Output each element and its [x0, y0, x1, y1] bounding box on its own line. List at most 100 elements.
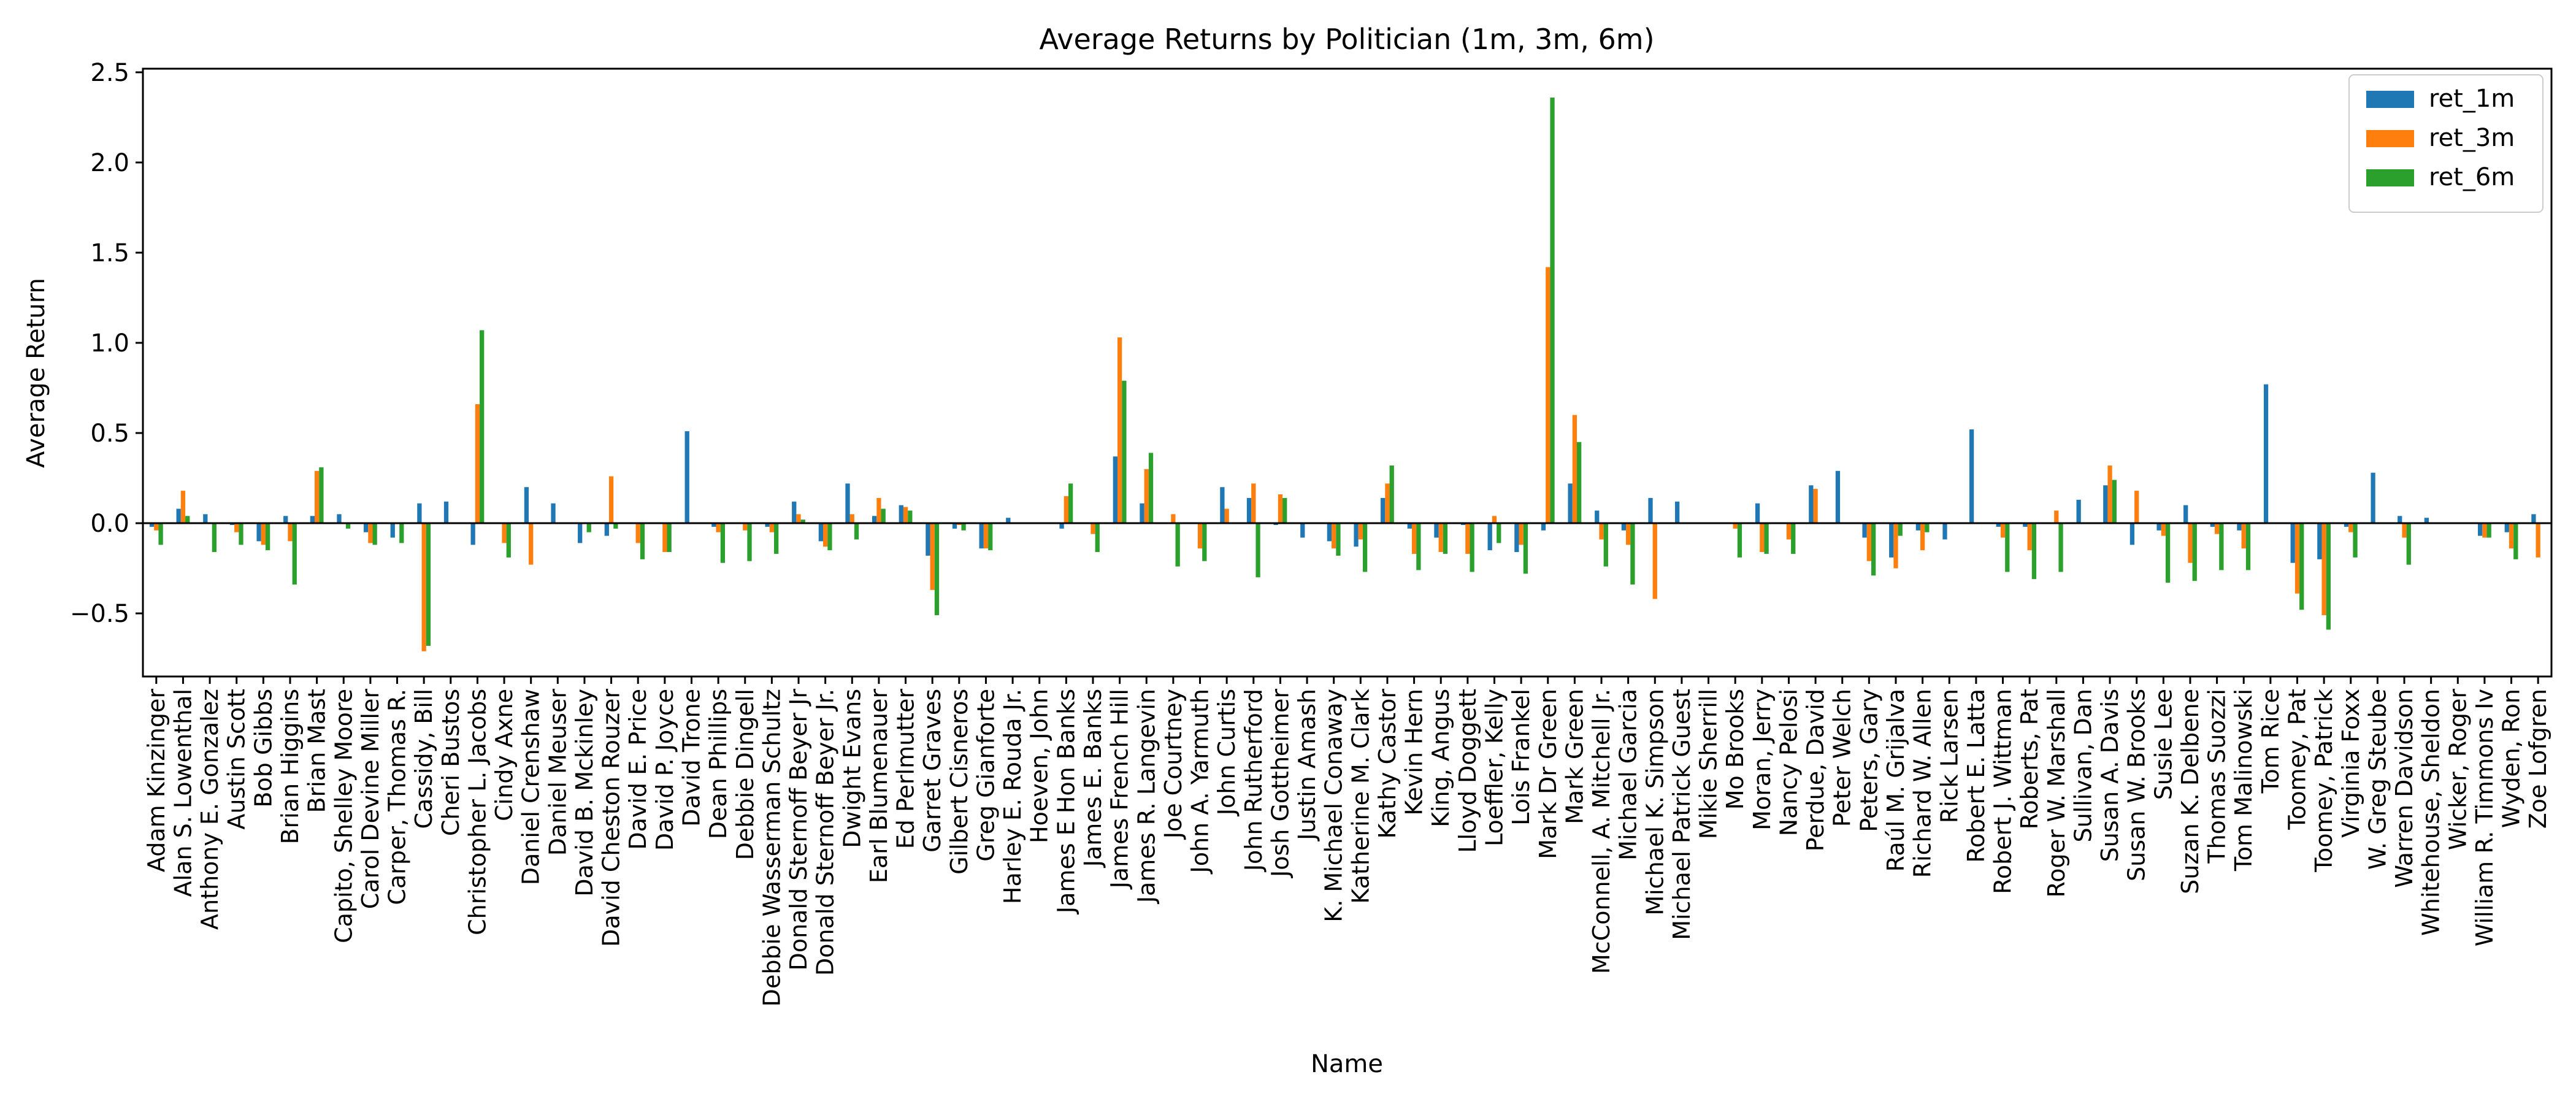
bar-ret_6m — [2326, 523, 2331, 630]
bar-ret_6m — [2192, 523, 2197, 581]
bar-ret_3m — [823, 523, 828, 547]
bar-ret_3m — [1652, 523, 1657, 599]
bar-ret_1m — [979, 523, 984, 549]
bar-ret_3m — [421, 523, 426, 651]
x-tick-label: Bob Gibbs — [250, 689, 277, 808]
bar-ret_1m — [2076, 499, 2081, 524]
bar-ret_1m — [845, 483, 850, 524]
bar-ret_1m — [818, 523, 824, 542]
bar-ret_6m — [265, 523, 270, 551]
x-tick-label: Mikie Sherrill — [1695, 689, 1722, 839]
bar-ret_6m — [2165, 523, 2171, 583]
x-tick-label: W. Greg Steube — [2364, 689, 2391, 870]
bar-ret_6m — [506, 523, 511, 558]
x-tick-label: Moran, Jerry — [1749, 689, 1776, 830]
bar-ret_3m — [2241, 523, 2246, 549]
bar-ret_3m — [234, 523, 239, 532]
bar-ret_1m — [2263, 384, 2269, 524]
x-tick-label: Tom Malinowski — [2230, 689, 2257, 872]
bar-ret_3m — [2134, 491, 2139, 524]
x-tick-label: Raúl M. Grijalva — [1882, 689, 1909, 872]
bar-ret_3m — [1278, 494, 1283, 524]
x-tick-label: Brian Higgins — [277, 689, 304, 845]
x-tick-label: David B. Mckinley — [571, 689, 598, 897]
bar-ret_6m — [2005, 523, 2010, 572]
y-tick-label: −0.5 — [70, 600, 129, 628]
bar-ret_6m — [426, 523, 431, 646]
x-tick-label: Greg Gianforte — [972, 689, 999, 862]
bar-ret_6m — [2299, 523, 2304, 610]
bar-ret_3m — [2321, 523, 2326, 616]
x-tick-label: Daniel Meuser — [544, 689, 571, 856]
x-tick-label: Katherine M. Clark — [1347, 689, 1374, 904]
bar-ret_3m — [1385, 483, 1390, 524]
bar-ret_6m — [2031, 523, 2037, 580]
bar-ret_6m — [1122, 380, 1127, 524]
bar-ret_1m — [1381, 497, 1386, 524]
x-tick-label: Nancy Pelosi — [1775, 689, 1802, 836]
bar-ret_1m — [1327, 523, 1332, 542]
bar-ret_1m — [2531, 514, 2536, 524]
bar-ret_1m — [2398, 516, 2402, 524]
bar-ret_3m — [2188, 523, 2193, 563]
x-tick-label: Mo Brooks — [1722, 689, 1749, 810]
bar-ret_1m — [1220, 487, 1225, 524]
bar-ret_6m — [345, 523, 351, 529]
bar-ret_1m — [390, 523, 395, 538]
bar-ret_6m — [908, 510, 913, 524]
x-tick-label: Roger W. Marshall — [2043, 689, 2070, 898]
bar-ret_3m — [903, 507, 908, 524]
bar-ret_6m — [1148, 453, 1154, 524]
bar-ret_6m — [212, 523, 217, 553]
y-tick-label: 1.0 — [90, 329, 129, 358]
bar-ret_6m — [934, 523, 940, 616]
bar-ret_1m — [2183, 505, 2188, 524]
bar-ret_1m — [1434, 523, 1439, 538]
x-tick-label: Carper, Thomas R. — [384, 689, 411, 905]
bars-group — [149, 98, 2545, 651]
x-tick-label: Warren Davidson — [2391, 689, 2418, 888]
bar-ret_3m — [662, 523, 667, 553]
x-tick-label: John Curtis — [1213, 689, 1240, 816]
bar-ret_3m — [502, 523, 507, 543]
bar-ret_6m — [292, 523, 297, 585]
bar-ret_6m — [720, 523, 726, 563]
bar-ret_3m — [930, 523, 935, 590]
bar-ret_1m — [684, 431, 689, 524]
bar-ret_6m — [2219, 523, 2224, 570]
bar-ret_6m — [586, 523, 591, 532]
bar-ret_3m — [1519, 523, 1524, 545]
bar-ret_6m — [774, 523, 779, 554]
bar-ret_3m — [288, 523, 293, 542]
bar-ret_3m — [1465, 523, 1470, 554]
bar-ret_3m — [1411, 523, 1417, 554]
bar-ret_1m — [176, 508, 181, 524]
bar-ret_1m — [1675, 501, 1680, 524]
bar-ret_6m — [239, 523, 243, 545]
x-tick-label: McConnell, A. Mitchell Jr. — [1588, 689, 1615, 974]
bar-ret_3m — [180, 491, 186, 524]
y-tick-label: 0.0 — [90, 510, 129, 538]
x-tick-label: Ed Perlmutter — [892, 689, 919, 849]
x-tick-label: King, Angus — [1427, 689, 1454, 827]
bar-ret_3m — [2027, 523, 2032, 551]
bar-ret_3m — [2107, 465, 2112, 524]
bar-ret_6m — [961, 523, 966, 531]
x-tick-label: Tom Rice — [2257, 689, 2284, 794]
x-tick-label: William R. Timmons Iv — [2471, 689, 2498, 946]
bar-ret_3m — [1332, 523, 1336, 549]
bar-ret_1m — [1541, 523, 1546, 531]
x-tick-label: Brian Mast — [304, 689, 331, 813]
bar-ret_1m — [1969, 429, 1974, 524]
bar-ret_1m — [2103, 485, 2108, 524]
bar-ret_3m — [1224, 508, 1229, 524]
bar-ret_6m — [1764, 523, 1769, 554]
y-tick-label: 0.5 — [90, 420, 129, 448]
bar-ret_3m — [1893, 523, 1898, 569]
x-axis-label: Name — [1311, 1050, 1383, 1078]
x-tick-label: Debbie Wasserman Schultz — [758, 689, 785, 1006]
y-tick-label: 2.5 — [90, 59, 129, 87]
bar-ret_6m — [1791, 523, 1796, 554]
bar-ret_3m — [261, 523, 266, 545]
